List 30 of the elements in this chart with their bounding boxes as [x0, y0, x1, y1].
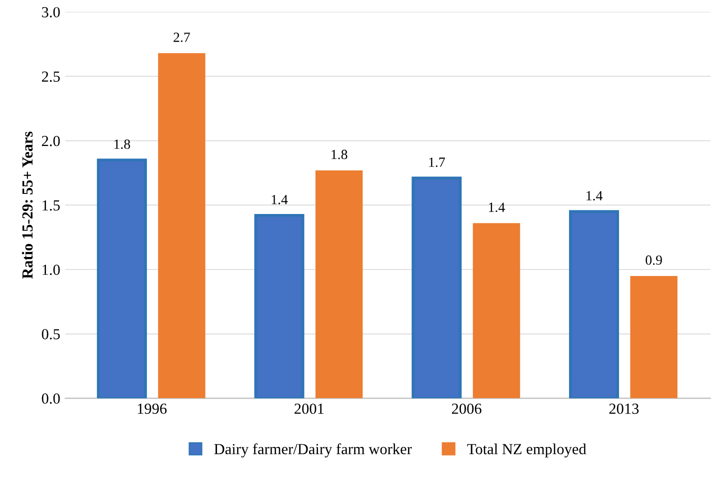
legend-label: Dairy farmer/Dairy farm worker [214, 443, 412, 458]
text: 3.0 [42, 7, 60, 18]
data-label: 1.8 [332, 150, 348, 160]
bar [315, 170, 363, 398]
data-label: 0.9 [646, 255, 662, 265]
text: 0.0 [42, 393, 60, 404]
text: 2.5 [42, 72, 60, 82]
bar [412, 176, 462, 398]
data-label: 1.4 [489, 202, 505, 212]
x-tick-label: 2006 [452, 404, 482, 414]
data-label: 1.4 [586, 191, 603, 200]
x-tick-label: 2013 [609, 404, 639, 414]
bar [158, 53, 206, 398]
bar [630, 276, 678, 398]
y-axis-title: Ratio 15-29: 55+ Years [22, 132, 33, 279]
bar [254, 214, 304, 398]
bar [569, 210, 620, 398]
text: 1.0 [42, 264, 60, 276]
x-tick-label: 2001 [294, 404, 324, 414]
data-label: 1.4 [272, 194, 288, 204]
x-tick-label: 1996 [138, 404, 167, 414]
text: 2.0 [42, 136, 60, 146]
data-label: 1.7 [429, 158, 445, 167]
text: 1.5 [42, 200, 60, 211]
data-label: 2.7 [174, 32, 190, 42]
legend-label: Total NZ employed [467, 444, 586, 458]
bar [96, 158, 147, 398]
data-label: 1.8 [114, 140, 130, 149]
text: 0.5 [42, 329, 60, 340]
bar [472, 223, 520, 398]
